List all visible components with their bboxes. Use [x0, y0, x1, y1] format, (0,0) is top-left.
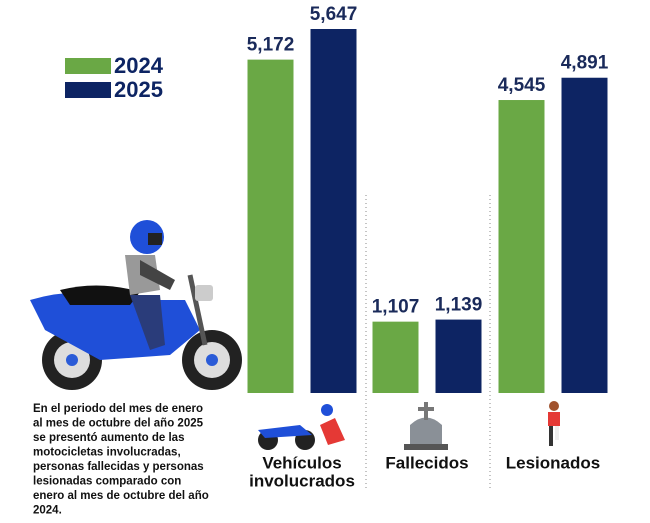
motorcycle-illustration — [30, 220, 242, 390]
value-label: 4,545 — [498, 75, 546, 96]
bar — [498, 100, 545, 394]
value-label: 1,107 — [372, 297, 420, 318]
legend-label: 2024 — [114, 53, 164, 78]
bar — [435, 319, 482, 393]
category-label: Lesionados — [506, 453, 600, 472]
note-line: se presentó aumento de las — [33, 432, 184, 444]
legend-swatch — [65, 82, 111, 98]
category-label: involucrados — [249, 471, 355, 490]
note-line: enero al mes de octubre del año — [33, 490, 209, 502]
note-line: motocicletas involucradas, — [33, 447, 181, 459]
grave-icon — [404, 402, 448, 450]
bar — [310, 29, 357, 393]
note-line: 2024. — [33, 505, 62, 517]
note-line: personas fallecidas y personas — [33, 461, 204, 473]
injured-icon — [548, 401, 560, 446]
note-line: lesionadas comparado con — [33, 476, 181, 488]
bar — [372, 321, 419, 393]
crash-icon — [258, 404, 345, 450]
note-line: al mes de octubre del año 2025 — [33, 418, 204, 430]
legend-label: 2025 — [114, 77, 163, 102]
legend-swatch — [65, 58, 111, 74]
value-label: 4,891 — [561, 53, 609, 74]
value-label: 1,139 — [435, 295, 483, 316]
bar — [247, 59, 294, 393]
note-line: En el periodo del mes de enero — [33, 403, 203, 415]
bar — [561, 77, 608, 393]
value-label: 5,647 — [310, 4, 358, 25]
category-label: Vehículos — [262, 453, 341, 472]
category-label: Fallecidos — [385, 453, 468, 472]
value-label: 5,172 — [247, 35, 295, 56]
